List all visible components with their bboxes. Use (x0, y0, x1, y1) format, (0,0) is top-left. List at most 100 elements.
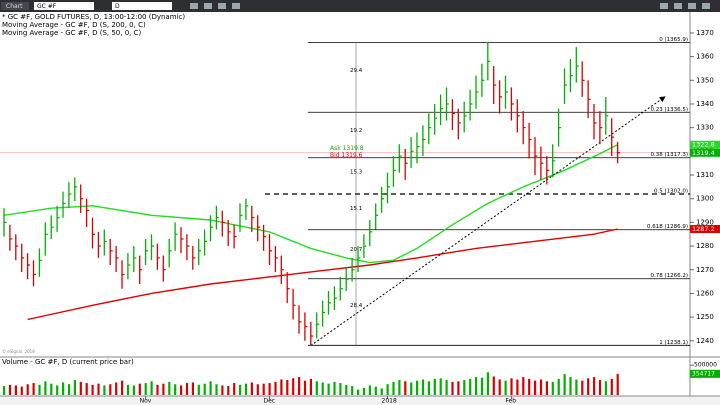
volume-bar (185, 383, 189, 395)
toolbar-icons[interactable] (190, 3, 710, 9)
volume-bar (97, 383, 100, 395)
volume-bar (604, 381, 607, 395)
volume-bar (303, 380, 307, 395)
volume-bar (91, 384, 94, 395)
y-tick-label: 1310 (696, 171, 714, 179)
volume-bar (516, 379, 519, 395)
app-label[interactable]: Chart (6, 3, 23, 10)
volume-bar (150, 381, 153, 395)
volume-bar (492, 376, 495, 395)
interval-input[interactable] (112, 2, 172, 10)
y-tick-label: 1290 (696, 218, 714, 226)
date-axis (0, 396, 720, 405)
volume-bar (109, 384, 112, 395)
volume-bar (445, 380, 448, 395)
chart-menu[interactable] (1, 2, 29, 10)
volume-title: Volume - GC #F, D (current price bar) (2, 358, 134, 366)
y-tick-label: 1250 (696, 313, 714, 321)
volume-bar (510, 378, 513, 395)
volume-bar (268, 383, 271, 395)
volume-bar (439, 378, 442, 395)
y-tick-label: 1260 (696, 289, 714, 297)
volume-bar (416, 380, 419, 395)
volume-bar (191, 382, 194, 395)
volume-bar (67, 384, 71, 395)
volume-bar (162, 383, 165, 395)
volume-bar (504, 380, 507, 395)
volume-bar (457, 381, 460, 395)
volume-bar (539, 379, 543, 395)
volume-bar (616, 373, 619, 395)
legend-line: Moving Average - GC #F, D (S, 50, 0, C) (2, 29, 142, 37)
y-tick-label: 1350 (696, 76, 714, 84)
volume-bar (38, 384, 41, 395)
volume-bar (427, 381, 430, 395)
volume-bar (250, 382, 253, 395)
volume-bar (132, 385, 135, 395)
ask-label: Ask 1319.8 (330, 145, 364, 152)
volume-bar (321, 382, 324, 395)
volume-bar (144, 383, 147, 395)
toolbar (0, 0, 720, 12)
moving-average (27, 228, 618, 321)
volume-bar (292, 378, 295, 395)
volume-bar (8, 384, 12, 395)
volume-bar (451, 381, 454, 395)
volume-bar (286, 380, 289, 395)
volume-bar (480, 377, 484, 395)
fib-label: 0.38 (1317.3) (650, 152, 688, 158)
symbol-text[interactable]: GC #F (37, 3, 57, 10)
volume-bar (610, 378, 613, 395)
fib-label: 0.23 (1336.5) (650, 107, 688, 113)
legend-line: Moving Average - GC #F, D (S, 200, 0, C) (2, 21, 146, 29)
volume-bar (345, 384, 348, 395)
volume-bar (244, 383, 248, 395)
volume-bar (20, 386, 23, 395)
y-tick-label: 1280 (696, 242, 714, 250)
x-tick-label: Nov (140, 398, 152, 405)
moving-average (3, 144, 618, 264)
volume-bar (380, 388, 383, 395)
volume-bar (421, 379, 425, 395)
volume-bar (239, 384, 242, 395)
volume-bar (486, 372, 489, 395)
volume-bar (522, 377, 525, 395)
volume-bar (85, 383, 88, 395)
volume-bar (62, 382, 65, 395)
volume-bar (203, 383, 206, 395)
fib-label: 0.618 (1286.9) (647, 224, 688, 230)
volume-bar (174, 384, 177, 395)
volume-bar (280, 379, 283, 395)
fib-gap-label: 28.4 (350, 303, 363, 309)
volume-bar (593, 377, 596, 395)
x-tick-label: Feb (505, 398, 516, 405)
volume-bar (44, 381, 47, 395)
symbol-input[interactable] (34, 2, 94, 10)
volume-bar (126, 384, 130, 395)
volume-bar (115, 382, 118, 395)
interval-text[interactable]: D (115, 3, 120, 10)
volume-bar (410, 382, 413, 395)
price-marker (690, 148, 720, 157)
volume-bar (469, 378, 472, 395)
volume-bar (26, 384, 29, 395)
volume-bar (362, 387, 366, 395)
fib-label: 0.5 (1302.0) (654, 188, 688, 194)
volume-bar (298, 377, 301, 395)
volume-bar (528, 378, 531, 395)
price-marker (690, 225, 720, 234)
volume-bar (534, 380, 537, 395)
price-marker-label: 1319.4 (692, 149, 715, 157)
volume-bar (357, 389, 360, 395)
volume-bar (398, 380, 401, 395)
volume-bar (168, 381, 171, 395)
volume-bar (598, 380, 602, 395)
volume-bar (374, 386, 377, 395)
volume-bar (551, 381, 554, 395)
volume-bar (215, 384, 218, 395)
y-tick-label: 1270 (696, 266, 714, 274)
fib-gap-label: 29.4 (350, 68, 363, 74)
volume-bar (563, 374, 566, 395)
